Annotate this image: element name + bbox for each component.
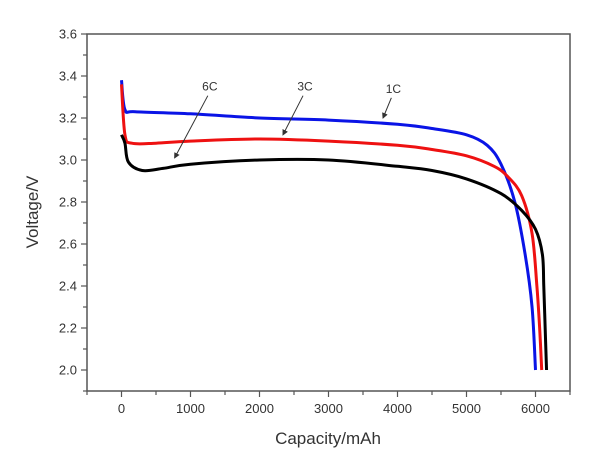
annotation-arrow-3C [282, 95, 304, 136]
y-tick-label: 2.4 [59, 279, 77, 294]
series-line-3C [120, 84, 544, 371]
y-tick-label: 3.6 [59, 27, 77, 42]
x-tick-label: 3000 [314, 401, 343, 416]
annotation-arrow-1C [382, 97, 392, 119]
series-line-1C [120, 80, 537, 371]
y-tick-label: 3.0 [59, 153, 77, 168]
annotation-label-6C: 6C [202, 80, 218, 94]
y-tick-label: 2.8 [59, 195, 77, 210]
x-axis-label: Capacity/mAh [275, 429, 381, 448]
x-tick-label: 1000 [176, 401, 205, 416]
y-axis-label: Voltage/V [23, 175, 42, 248]
x-tick-label: 2000 [245, 401, 274, 416]
annotation-label-1C: 1C [386, 82, 402, 96]
annotation-label-3C: 3C [297, 80, 313, 94]
x-tick-label: 4000 [383, 401, 412, 416]
y-tick-label: 2.6 [59, 237, 77, 252]
y-tick-label: 3.4 [59, 69, 77, 84]
x-tick-label: 5000 [452, 401, 481, 416]
y-tick-label: 2.0 [59, 363, 77, 378]
y-tick-label: 3.2 [59, 111, 77, 126]
x-tick-label: 0 [118, 401, 125, 416]
series-line-6C [120, 134, 549, 371]
plot-frame [86, 33, 571, 392]
y-tick-label: 2.2 [59, 321, 77, 336]
annotation-arrow-6C [174, 95, 209, 159]
x-tick-label: 6000 [521, 401, 550, 416]
